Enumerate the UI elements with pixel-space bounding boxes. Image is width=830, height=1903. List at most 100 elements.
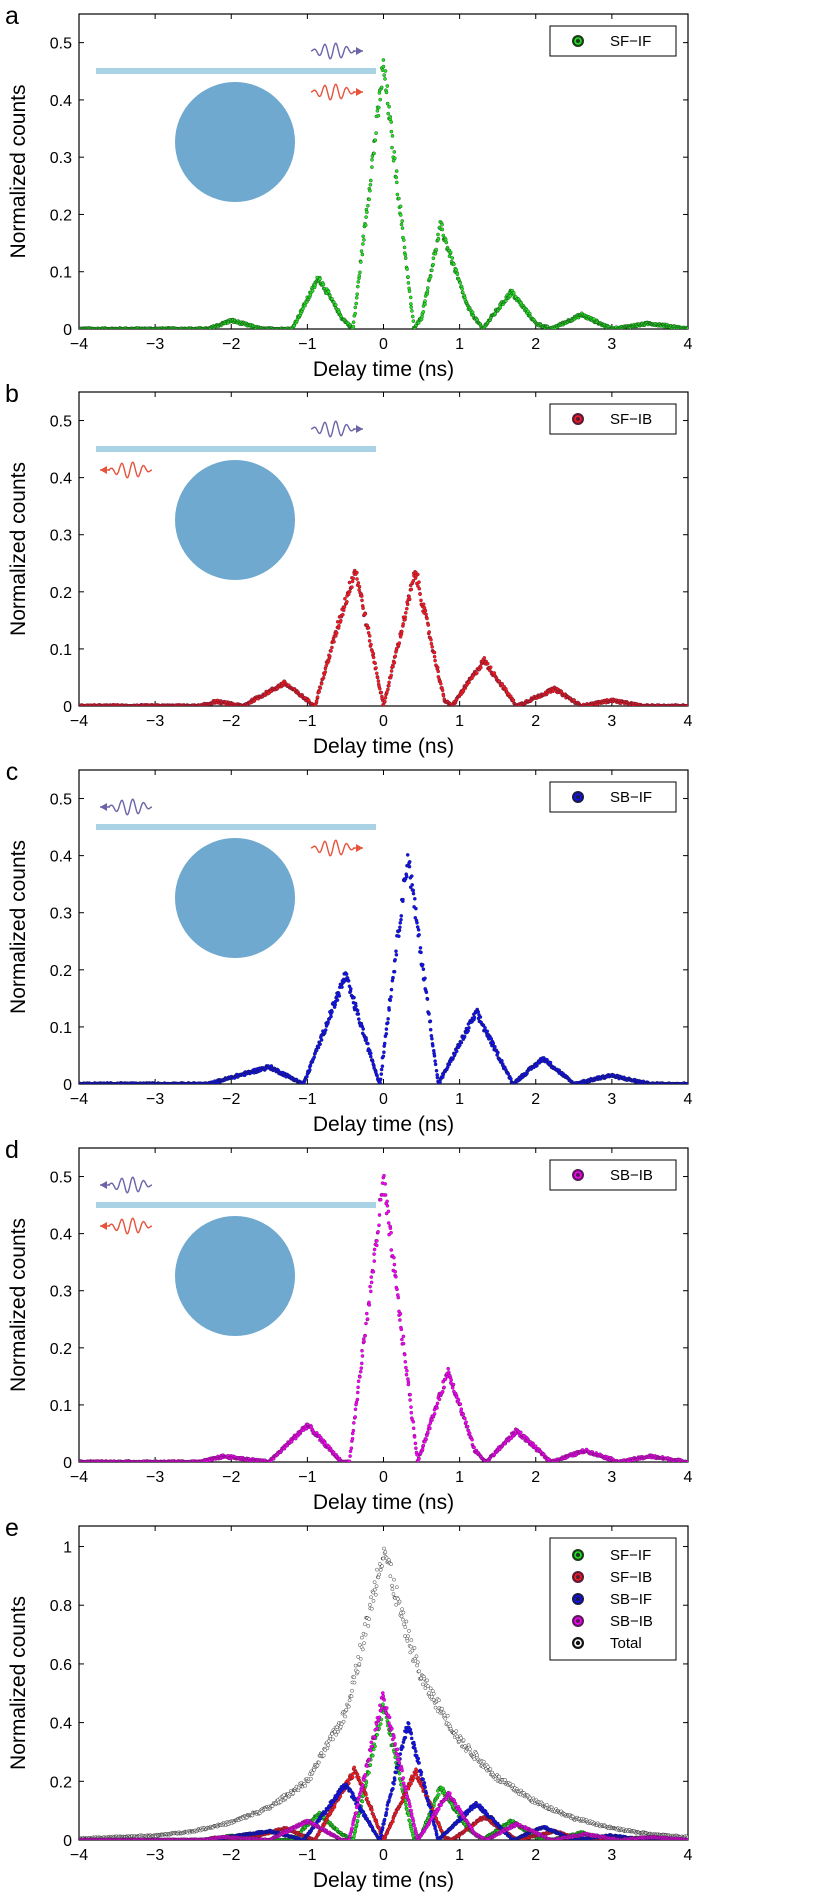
data-point [439, 682, 442, 685]
data-point [408, 860, 411, 863]
data-point [493, 1045, 496, 1048]
x-tick-label: 2 [531, 1091, 540, 1108]
data-point [401, 219, 404, 222]
data-point [434, 252, 437, 255]
data-point [360, 595, 363, 598]
data-point [412, 579, 415, 582]
x-tick-label: 4 [684, 336, 693, 353]
data-point [471, 1438, 474, 1441]
data-point [379, 1078, 382, 1081]
x-tick-label: −2 [222, 1091, 240, 1108]
data-point [405, 607, 408, 610]
data-point [426, 290, 429, 293]
data-point [393, 970, 396, 973]
data-point [385, 91, 388, 94]
microring-resonator [175, 838, 295, 958]
waveguide-bar [96, 68, 376, 74]
x-tick-label: −3 [146, 1091, 164, 1108]
data-point [425, 613, 428, 616]
data-point [397, 935, 400, 938]
data-point [447, 1367, 450, 1370]
wave-arrow-head [356, 425, 363, 433]
data-point [404, 253, 407, 256]
wave-arrow-head [100, 1181, 107, 1189]
legend-marker-core [576, 795, 580, 799]
data-point [404, 1360, 407, 1363]
photon-signal-forward [311, 43, 363, 59]
data-point [400, 223, 403, 226]
y-tick-label: 0.5 [50, 792, 72, 809]
data-point [435, 1406, 438, 1409]
data-point [365, 211, 368, 214]
data-point [369, 183, 372, 186]
data-point [390, 146, 393, 149]
data-point [405, 875, 408, 878]
data-point [363, 1340, 366, 1343]
y-axis-label: Normalized counts [7, 85, 30, 259]
data-point [380, 86, 383, 89]
data-point [366, 204, 369, 207]
data-point [417, 928, 420, 931]
data-point [449, 251, 452, 254]
data-point [390, 130, 393, 133]
data-point [368, 639, 371, 642]
plot-area-frame [79, 770, 688, 1084]
data-point [352, 1429, 355, 1432]
waveguide-bar [96, 446, 376, 452]
data-point [402, 622, 405, 625]
data-point [435, 1069, 438, 1072]
x-tick-label: 4 [684, 713, 693, 730]
data-point [383, 74, 386, 77]
data-point [418, 933, 421, 936]
data-point [479, 666, 482, 669]
data-point [385, 1028, 388, 1031]
data-point [376, 109, 379, 112]
data-point [345, 600, 348, 603]
data-point [356, 293, 359, 296]
data-point [356, 1391, 359, 1394]
data-point [370, 166, 373, 169]
data-point [382, 1174, 385, 1177]
data-point [386, 688, 389, 691]
data-point [477, 1010, 480, 1013]
data-point [364, 224, 367, 227]
data-point [390, 1248, 393, 1251]
data-point [355, 296, 358, 299]
data-point [430, 1419, 433, 1422]
y-tick-label: 0.2 [50, 585, 72, 602]
data-point [426, 998, 429, 1001]
x-tick-label: −1 [298, 1469, 316, 1486]
data-point [390, 1231, 393, 1234]
y-tick-label: 0.4 [50, 471, 72, 488]
data-point [357, 581, 360, 584]
data-point [369, 1290, 372, 1293]
microring-resonator [175, 1216, 295, 1336]
data-point [419, 599, 422, 602]
data-point [452, 263, 455, 266]
data-point [442, 234, 445, 237]
data-point [435, 248, 438, 251]
data-point [368, 189, 371, 192]
data-point [384, 1193, 387, 1196]
y-tick-label: 0.2 [50, 207, 72, 224]
data-point [423, 977, 426, 980]
data-point [434, 1063, 437, 1066]
y-tick-label: 0.4 [50, 93, 72, 110]
data-point [404, 616, 407, 619]
x-tick-label: −2 [222, 1847, 240, 1864]
y-tick-label: 1 [63, 1540, 72, 1557]
data-point [301, 307, 304, 310]
data-point [433, 1054, 436, 1057]
data-point [406, 275, 409, 278]
data-point [452, 1383, 455, 1386]
data-point [388, 105, 391, 108]
y-tick-label: 0.5 [50, 36, 72, 53]
panel-label: c [6, 758, 19, 786]
data-point [328, 655, 331, 658]
y-tick-label: 0.1 [50, 265, 72, 282]
x-tick-label: −3 [146, 1469, 164, 1486]
data-point [351, 1432, 354, 1435]
data-point [441, 1390, 444, 1393]
data-point [364, 1322, 367, 1325]
